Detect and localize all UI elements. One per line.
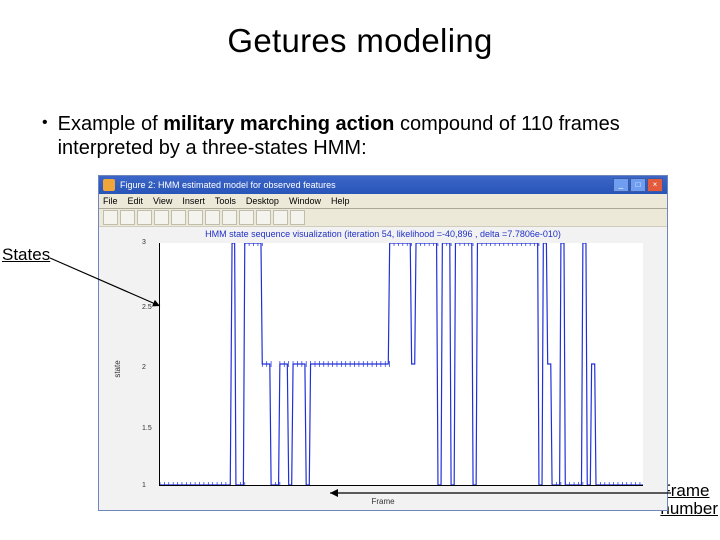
tool-icon[interactable]: [205, 210, 220, 225]
menu-edit[interactable]: Edit: [128, 196, 144, 206]
chart-title: HMM state sequence visualization (iterat…: [99, 229, 667, 239]
bullet-pre: Example of: [58, 113, 164, 135]
menu-insert[interactable]: Insert: [182, 196, 205, 206]
tool-icon[interactable]: [120, 210, 135, 225]
menu-window[interactable]: Window: [289, 196, 321, 206]
menu-desktop[interactable]: Desktop: [246, 196, 279, 206]
bullet-bold: military marching action: [163, 113, 394, 135]
ytick: 1.5: [142, 425, 152, 432]
tool-icon[interactable]: [188, 210, 203, 225]
ytick: 2: [142, 364, 146, 371]
menubar: File Edit View Insert Tools Desktop Wind…: [99, 194, 667, 209]
window-title: Figure 2: HMM estimated model for observ…: [120, 180, 613, 190]
toolbar: [99, 209, 667, 227]
ytick: 2.5: [142, 304, 152, 311]
tool-icon[interactable]: [222, 210, 237, 225]
states-label: States: [2, 245, 50, 265]
tool-icon[interactable]: [256, 210, 271, 225]
window-titlebar: Figure 2: HMM estimated model for observ…: [99, 176, 667, 194]
menu-help[interactable]: Help: [331, 196, 350, 206]
bullet-text: Example of military marching action comp…: [58, 112, 680, 160]
close-button[interactable]: ×: [647, 178, 663, 192]
tool-icon[interactable]: [137, 210, 152, 225]
menu-tools[interactable]: Tools: [215, 196, 236, 206]
tool-icon[interactable]: [154, 210, 169, 225]
maximize-button[interactable]: □: [630, 178, 646, 192]
chart-axes: 1 1.5 2 2.5 3: [159, 243, 643, 486]
tool-icon[interactable]: [290, 210, 305, 225]
y-axis-label: state: [113, 360, 122, 377]
tool-icon[interactable]: [103, 210, 118, 225]
tool-icon[interactable]: [239, 210, 254, 225]
menu-view[interactable]: View: [153, 196, 172, 206]
bullet-dot: •: [42, 112, 48, 134]
tool-icon[interactable]: [171, 210, 186, 225]
bullet-item: • Example of military marching action co…: [42, 112, 680, 160]
frame-label-2: number: [660, 499, 718, 518]
matlab-figure-window: Figure 2: HMM estimated model for observ…: [98, 175, 668, 511]
ytick: 3: [142, 239, 146, 246]
slide-title: Getures modeling: [0, 0, 720, 60]
x-axis-label: Frame: [99, 497, 667, 506]
tool-icon[interactable]: [273, 210, 288, 225]
frame-number-label: Frame number: [660, 482, 718, 518]
line-chart: [160, 243, 643, 485]
app-icon: [103, 179, 115, 191]
ytick: 1: [142, 482, 146, 489]
menu-file[interactable]: File: [103, 196, 118, 206]
minimize-button[interactable]: _: [613, 178, 629, 192]
